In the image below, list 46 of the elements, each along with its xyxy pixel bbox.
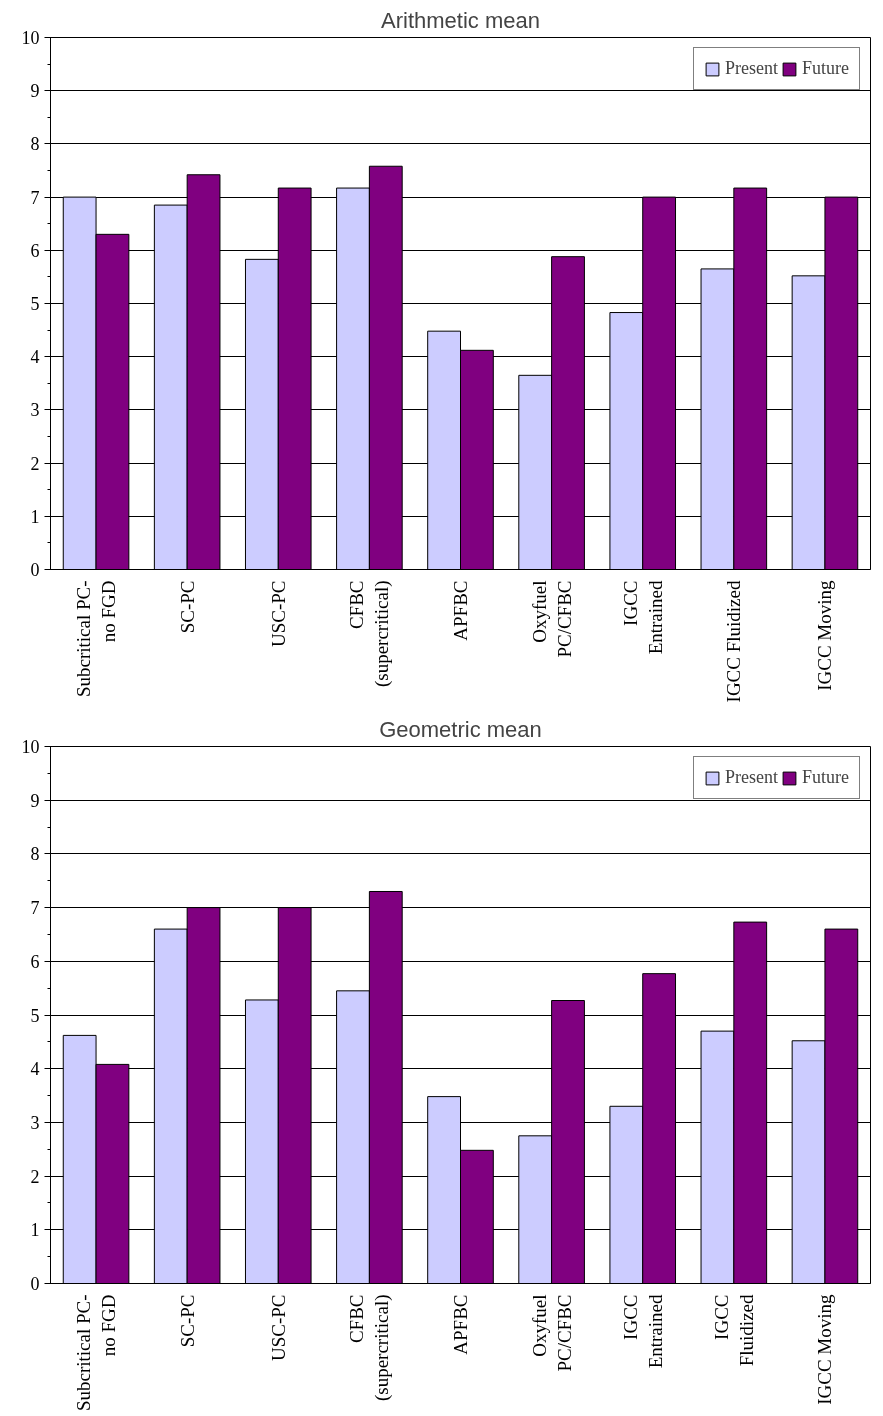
legend-label: Present — [725, 58, 778, 79]
y-tick-label: 10 — [21, 28, 40, 48]
x-tick-label: CFBC (supercritical) — [346, 580, 394, 688]
x-tick-label: SC-PC — [176, 580, 198, 634]
y-tick-label: 9 — [30, 81, 40, 102]
y-tick-label: 1 — [30, 506, 40, 527]
chart-title: Geometric mean — [379, 716, 542, 742]
y-tick-label: 5 — [30, 1005, 40, 1026]
y-tick-label: 6 — [30, 951, 40, 972]
x-tick-label: IGCC Fluidized — [723, 580, 745, 703]
x-tick-label: IGCC Fluidized — [710, 1294, 757, 1367]
x-tick-label: IGCC Moving — [814, 1294, 836, 1405]
y-tick-label: 3 — [30, 400, 40, 421]
x-tick-label: IGCC Moving — [814, 580, 836, 691]
y-tick-label: 2 — [30, 453, 40, 474]
legend-label: Future — [802, 767, 849, 788]
x-tick-label: IGCC Entrained — [619, 580, 666, 655]
x-tick-label: Subcritical PC- no FGD — [72, 580, 120, 698]
y-tick-label: 8 — [30, 134, 40, 155]
chart-title: Arithmetic mean — [381, 7, 540, 33]
x-tick-label: USC-PC — [267, 1294, 289, 1362]
y-tick-label: 2 — [30, 1166, 40, 1187]
y-tick-label: 0 — [30, 560, 40, 580]
y-tick-label: 5 — [30, 294, 40, 314]
y-tick-label: 3 — [30, 1112, 40, 1133]
legend-label: Present — [725, 767, 778, 788]
legend-label: Future — [802, 58, 849, 79]
x-tick-label: APFBC — [450, 1294, 471, 1355]
x-tick-label: APFBC — [450, 580, 471, 641]
y-tick-label: 0 — [30, 1274, 40, 1294]
x-tick-label: Oxyfuel PC/CFBC — [528, 580, 575, 658]
x-tick-label: Subcritical PC- no FGD — [72, 1294, 120, 1412]
y-tick-label: 1 — [30, 1220, 40, 1241]
x-tick-label: USC-PC — [267, 580, 289, 648]
x-tick-label: Oxyfuel PC/CFBC — [528, 1294, 575, 1372]
y-tick-label: 7 — [30, 187, 40, 208]
x-tick-label: CFBC (supercritical) — [346, 1294, 394, 1402]
y-tick-label: 6 — [30, 240, 40, 261]
y-tick-label: 7 — [30, 898, 40, 919]
y-tick-label: 4 — [30, 1059, 40, 1080]
y-tick-label: 8 — [30, 844, 40, 865]
x-tick-label: SC-PC — [176, 1294, 198, 1348]
y-tick-label: 10 — [21, 737, 40, 757]
y-tick-label: 4 — [30, 347, 40, 368]
x-tick-label: IGCC Entrained — [619, 1294, 666, 1369]
y-tick-label: 9 — [30, 790, 40, 811]
